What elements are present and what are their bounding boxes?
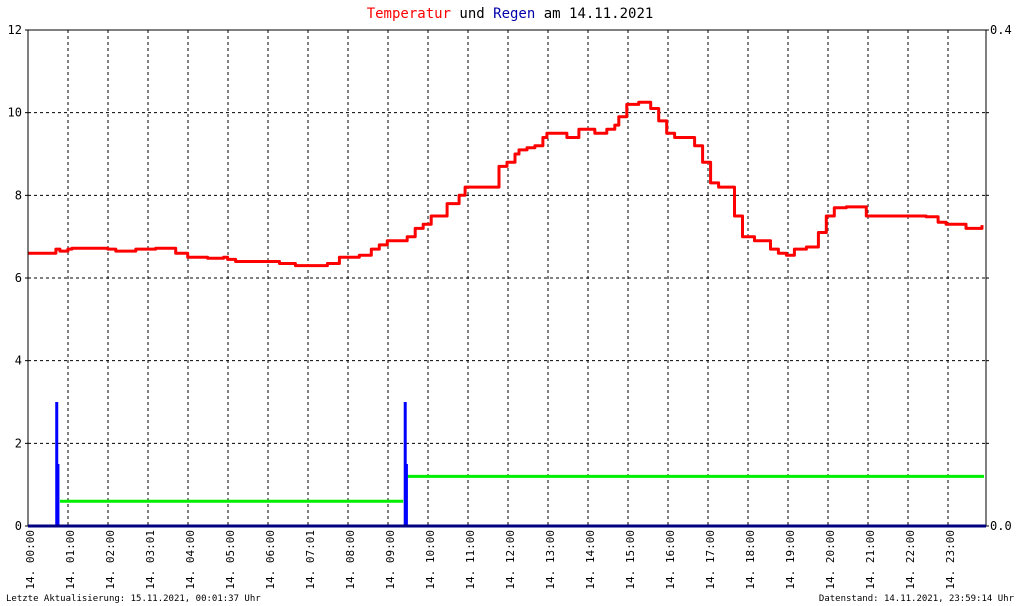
y-tick-right: 0.4	[990, 23, 1012, 37]
y-axis-right: 0.0 0.4	[990, 23, 1012, 533]
x-tick-label: 14. 06:00	[264, 530, 277, 590]
grid	[28, 30, 986, 526]
y-tick-left: 0	[15, 519, 22, 533]
title-date: am 14.11.2021	[535, 6, 653, 22]
x-tick-label: 14. 02:00	[104, 530, 117, 590]
x-tick-label: 14. 07:01	[304, 530, 317, 590]
footer-data-status: Datenstand: 14.11.2021, 23:59:14 Uhr	[819, 594, 1015, 604]
x-tick-label: 14. 20:00	[824, 530, 837, 590]
plot-frame	[25, 29, 989, 528]
title-regen: Regen	[493, 6, 535, 22]
x-tick-label: 14. 16:00	[664, 530, 677, 590]
x-tick-label: 14. 23:00	[944, 530, 957, 590]
temperature-line	[28, 100, 984, 268]
y-tick-left: 12	[8, 23, 22, 37]
temperature-series	[28, 100, 984, 268]
x-tick-label: 14. 18:00	[744, 530, 757, 590]
y-axis-left: 0 2 4 6 8 10 12	[8, 23, 22, 533]
title-temperatur: Temperatur	[367, 6, 451, 22]
y-tick-right: 0.0	[990, 519, 1012, 533]
x-tick-label: 14. 13:00	[544, 530, 557, 590]
x-tick-label: 14. 22:00	[904, 530, 917, 590]
x-tick-label: 14. 09:00	[384, 530, 397, 590]
x-tick-label: 14. 11:00	[464, 530, 477, 590]
rain-series	[55, 402, 408, 526]
x-tick-label: 14. 03:01	[144, 530, 157, 590]
x-tick-label: 14. 01:00	[64, 530, 77, 590]
x-tick-label: 14. 04:00	[184, 530, 197, 590]
x-tick-label: 14. 14:00	[584, 530, 597, 590]
x-tick-label: 14. 00:00	[24, 530, 37, 590]
rain-total-series	[59, 474, 985, 503]
y-tick-left: 10	[8, 106, 22, 120]
x-tick-label: 14. 05:00	[224, 530, 237, 590]
title-und: und	[451, 6, 493, 22]
y-tick-left: 2	[15, 436, 22, 450]
x-tick-label: 14. 21:00	[864, 530, 877, 590]
x-tick-label: 14. 10:00	[424, 530, 437, 590]
y-tick-left: 8	[15, 188, 22, 202]
x-tick-label: 14. 15:00	[624, 530, 637, 590]
x-tick-label: 14. 08:00	[344, 530, 357, 590]
x-tick-label: 14. 12:00	[504, 530, 517, 590]
y-tick-left: 6	[15, 271, 22, 285]
x-tick-label: 14. 19:00	[784, 530, 797, 590]
y-tick-left: 4	[15, 354, 22, 368]
x-tick-label: 14. 17:00	[704, 530, 717, 590]
footer-last-update: Letzte Aktualisierung: 15.11.2021, 00:01…	[6, 594, 261, 604]
x-axis: 14. 00:00 14. 01:00 14. 02:00 14. 03:01 14. …	[24, 530, 957, 590]
chart-title: Temperatur und Regen am 14.11.2021	[367, 6, 654, 22]
